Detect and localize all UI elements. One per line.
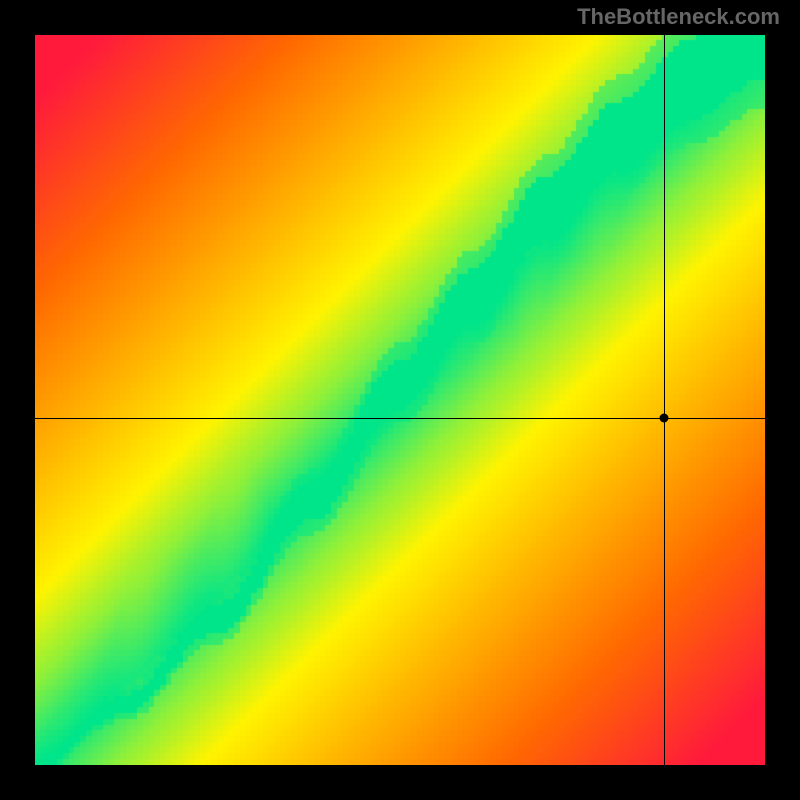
crosshair-horizontal [35, 418, 765, 419]
crosshair-vertical [664, 35, 665, 765]
watermark-text: TheBottleneck.com [577, 4, 780, 30]
crosshair-marker[interactable] [660, 414, 669, 423]
heatmap-canvas [35, 35, 765, 765]
heatmap-plot [35, 35, 765, 765]
